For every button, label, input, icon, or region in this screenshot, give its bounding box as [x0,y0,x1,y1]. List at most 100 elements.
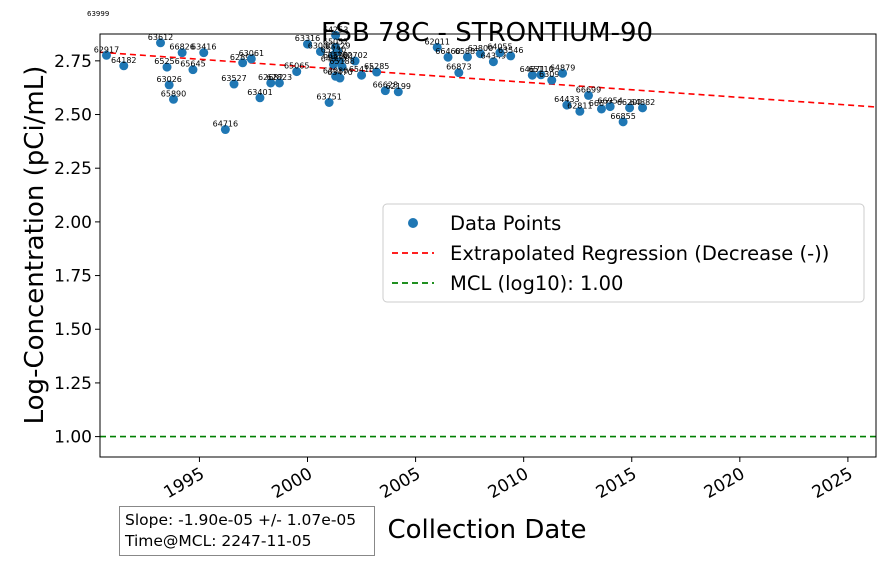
data-point [168,94,178,104]
data-point [156,38,166,48]
chart-title: FSB 78C - STRONTIUM-90 [321,18,653,48]
data-point-label: 63751 [316,92,341,101]
data-point-label: 66855 [610,112,635,121]
data-point-label: 65188 [329,57,354,66]
x-tick-label: 2010 [485,464,532,503]
data-point-label: 64879 [550,63,575,72]
data-point [303,39,313,49]
data-point-label: 64800 [321,54,346,63]
data-point [575,106,585,116]
data-point [443,52,453,62]
data-point-label: 63527 [221,74,246,83]
corner-tag: 63999 [87,10,110,18]
y-tick-label: 2.00 [54,213,92,233]
data-point [596,104,606,114]
data-point [536,70,546,80]
data-point-label: 65057 [323,37,348,46]
y-tick-label: 1.50 [54,320,92,340]
data-point-label: 65285 [364,62,389,71]
x-tick-label: 2005 [377,464,424,503]
data-point-label: 63720 [327,51,352,60]
data-point-label: 63129 [325,41,350,50]
data-point [101,50,111,60]
data-point [462,52,472,62]
data-point-label: 63612 [148,33,173,42]
y-tick-label: 2.75 [54,52,92,72]
time-at-mcl-text: Time@MCL: 2247-11-05 [125,532,312,550]
data-point [177,48,187,58]
data-point-label: 66699 [576,85,601,94]
data-point-label: 65110 [528,65,553,74]
data-point [266,78,276,88]
data-point-label: 63026 [156,75,181,84]
data-point-label: 66826 [169,43,194,52]
data-point-label: 62890 [230,53,255,62]
data-point [357,70,367,80]
data-point-label: 64055 [487,43,512,52]
data-point [246,54,256,64]
data-point [119,61,129,71]
data-point-label: 64671 [520,65,545,74]
y-tick-label: 1.75 [54,267,92,287]
data-point [255,93,265,103]
data-point-label: 62823 [267,73,292,82]
data-point [162,62,172,72]
data-point-label: 63080 [323,66,348,75]
data-point-label: 66201 [617,98,642,107]
data-point-label: 63316 [295,34,320,43]
x-tick-label: 2015 [593,464,640,503]
data-point-label: 66954 [597,97,622,106]
data-point [220,125,230,135]
data-point-label: 62917 [94,45,119,54]
data-point-label: 62011 [424,37,449,46]
data-point [188,65,198,75]
data-point-label: 62682 [258,73,283,82]
legend-box [382,203,865,303]
data-point-label: 63470 [327,68,352,77]
data-point [488,57,498,67]
stats-box: Slope: -1.90e-05 +/- 1.07e-05 Time@MCL: … [119,506,375,556]
data-point [584,90,594,100]
data-point-label: 62702 [342,51,367,60]
data-point-label: 62800 [468,44,493,53]
data-point-label: 66873 [446,63,471,72]
data-point-label: 62811 [567,101,592,110]
legend-label: Data Points [450,212,561,235]
data-point [475,49,485,59]
data-point-label: 64433 [554,95,579,104]
data-point [324,97,334,107]
data-point [335,73,345,83]
data-point [547,75,557,85]
data-point-label: 65256 [154,57,179,66]
data-point [350,56,360,66]
data-point-label: 63061 [239,49,264,58]
data-point-label: 63097 [539,70,564,79]
y-tick-label: 1.00 [54,428,92,448]
data-point [292,67,302,77]
data-point-label: 64882 [630,98,655,107]
data-point-label: 64253 [323,25,348,34]
data-point-label: 64182 [111,56,136,65]
data-point-label: 66628 [373,81,398,90]
legend-marker [408,218,418,228]
data-point-label: 64716 [213,120,238,129]
data-point-label: 66675 [589,99,614,108]
slope-text: Slope: -1.90e-05 +/- 1.07e-05 [125,511,357,529]
data-point-label: 63416 [191,43,216,52]
data-point [527,70,537,80]
data-point [199,48,209,58]
data-point [562,100,572,110]
x-tick-label: 2000 [269,464,316,503]
y-tick-label: 1.25 [54,374,92,394]
data-point [432,42,442,52]
data-point [331,30,341,40]
data-point [618,117,628,127]
data-point-label: 63590 [323,51,348,60]
data-point-label: 63401 [247,88,272,97]
data-point-label: 66460 [435,47,460,56]
data-point [495,48,505,58]
data-point [274,78,284,88]
data-point [164,80,174,90]
data-point [372,67,382,77]
